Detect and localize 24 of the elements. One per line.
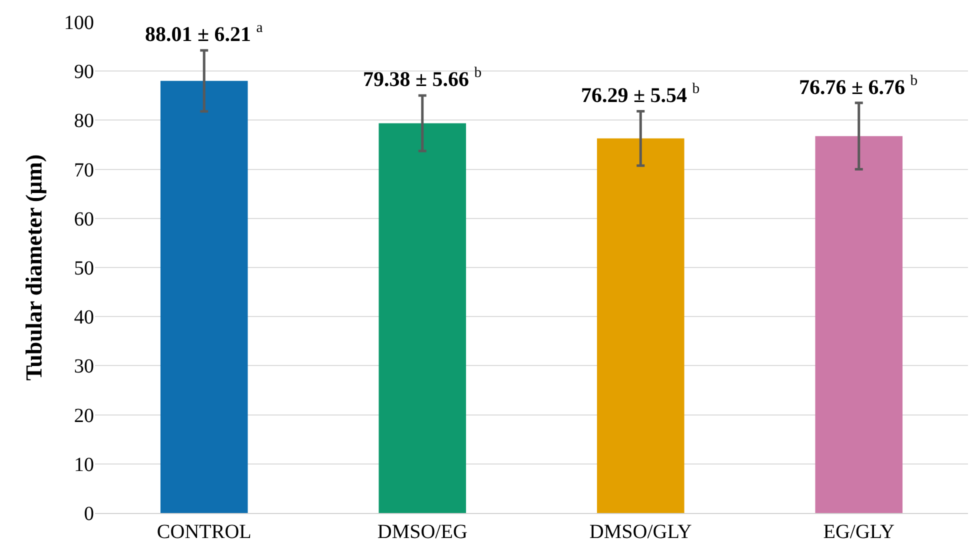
bar	[815, 136, 903, 513]
bar	[160, 80, 248, 513]
y-tick-label: 40	[74, 306, 94, 329]
y-tick-label: 10	[74, 454, 94, 476]
data-label: 76.76 ± 6.76 $^{b}$	[799, 73, 918, 99]
y-tick-label: 0	[84, 503, 94, 525]
bar	[378, 123, 466, 513]
y-tick-label: 20	[74, 404, 94, 427]
y-tick-label: 90	[74, 61, 94, 84]
x-tick-label: CONTROL	[156, 521, 252, 543]
y-axis-title: Tubular diameter (µm)	[21, 154, 46, 381]
bar	[596, 138, 684, 513]
data-label: 88.01 ± 6.21 $^{a}$	[145, 20, 264, 46]
x-tick-label: DMSO/GLY	[589, 521, 692, 543]
data-label: 76.29 ± 5.54 $^{b}$	[581, 81, 700, 107]
data-label: 79.38 ± 5.66 $^{b}$	[363, 65, 482, 91]
x-tick-label: EG/GLY	[823, 521, 895, 543]
y-tick-label: 50	[74, 258, 94, 280]
y-tick-label: 60	[74, 208, 94, 230]
x-tick-label: DMSO/EG	[377, 521, 468, 543]
y-tick-label: 30	[74, 356, 94, 378]
y-tick-label: 70	[74, 159, 94, 182]
y-tick-label: 80	[74, 110, 94, 132]
y-tick-label: 100	[64, 12, 94, 34]
